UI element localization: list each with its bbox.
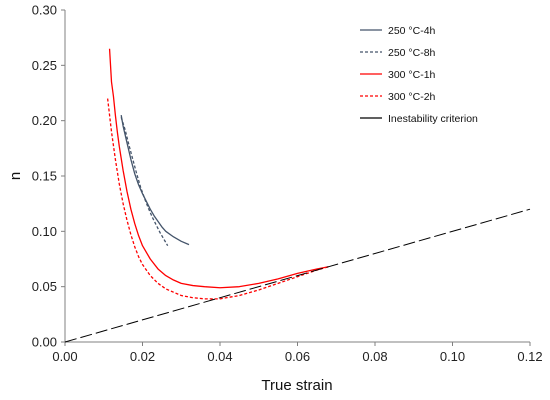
series-layer <box>64 48 531 343</box>
series-line-2 <box>120 117 169 247</box>
series-line-5 <box>64 208 531 343</box>
legend: 250 °C-4h 250 °C-8h 300 °C-1h 300 °C-2h Ines… <box>360 25 478 125</box>
x-tick-label: 0.08 <box>362 349 387 364</box>
legend-label-5: Inestability criterion <box>388 113 478 125</box>
x-tick-label: 0.02 <box>130 349 155 364</box>
legend-label-1: 250 °C-4h <box>388 25 436 37</box>
legend-label-3: 300 °C-1h <box>388 69 436 81</box>
legend-label-2: 250 °C-8h <box>388 47 436 59</box>
legend-label-4: 300 °C-2h <box>388 91 436 103</box>
x-axis: 0.00 0.02 0.04 0.06 0.08 0.10 0.12 <box>52 342 543 364</box>
plot-area <box>64 10 530 343</box>
x-tick-label: 0.12 <box>517 349 542 364</box>
x-tick-label: 0.10 <box>440 349 465 364</box>
series-line-1 <box>120 115 190 246</box>
y-tick-label: 0.10 <box>32 224 57 239</box>
y-tick-label: 0.25 <box>32 58 57 73</box>
series-line-4 <box>106 98 329 300</box>
y-tick-label: 0.20 <box>32 113 57 128</box>
y-tick-label: 0.30 <box>32 3 57 18</box>
y-tick-label: 0.15 <box>32 169 57 184</box>
x-tick-label: 0.04 <box>207 349 232 364</box>
x-tick-label: 0.06 <box>285 349 310 364</box>
y-axis-title: n <box>7 172 24 180</box>
series-line-3 <box>108 48 329 289</box>
x-axis-title: True strain <box>261 377 332 394</box>
y-tick-label: 0.00 <box>32 335 57 350</box>
x-tick-label: 0.00 <box>52 349 77 364</box>
y-tick-label: 0.05 <box>32 279 57 294</box>
y-axis: 0.00 0.05 0.10 0.15 0.20 0.25 0.30 <box>32 3 65 350</box>
